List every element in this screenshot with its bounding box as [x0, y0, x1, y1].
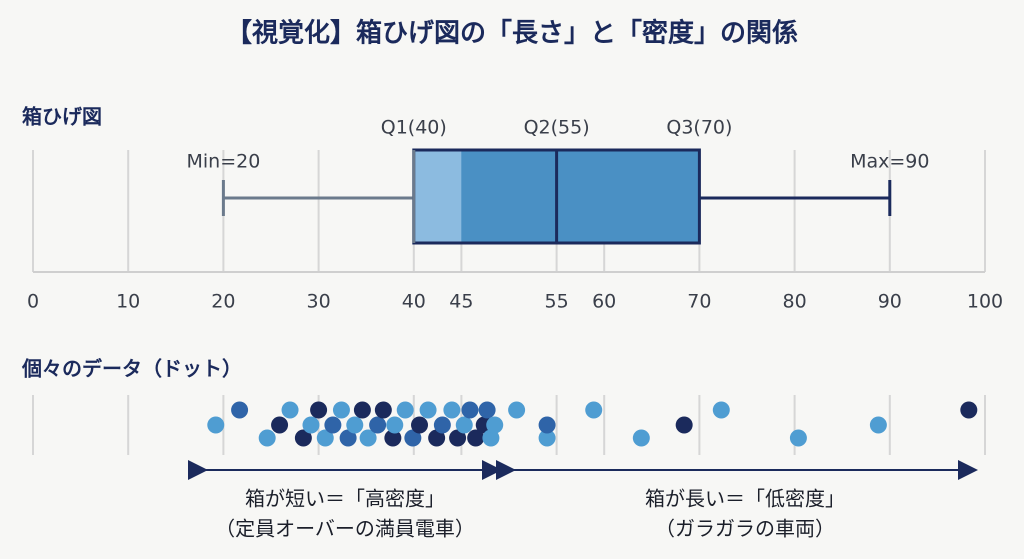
- x-tick-label: 20: [211, 291, 235, 313]
- dot: [384, 429, 402, 447]
- dot: [538, 416, 556, 434]
- dot: [461, 401, 479, 419]
- dot: [324, 416, 342, 434]
- annotation: （定員オーバーの満員電車）: [215, 517, 475, 541]
- dot: [869, 416, 887, 434]
- dot: [467, 429, 485, 447]
- x-tick-label: 45: [449, 291, 473, 313]
- stat-label: Q3(70): [666, 117, 732, 139]
- stat-label: Q2(55): [524, 117, 590, 139]
- dot: [207, 416, 225, 434]
- dot: [449, 429, 467, 447]
- dot: [231, 401, 249, 419]
- x-tick-label: 90: [878, 291, 902, 313]
- dot: [508, 401, 526, 419]
- x-tick-label: 30: [307, 291, 331, 313]
- dot: [585, 401, 603, 419]
- dot: [404, 429, 422, 447]
- dot: [346, 416, 364, 434]
- dot: [281, 401, 299, 419]
- dot: [310, 401, 328, 419]
- x-tick-label: 80: [783, 291, 807, 313]
- dot: [712, 401, 730, 419]
- dot: [419, 401, 437, 419]
- x-tick-label: 0: [27, 291, 39, 313]
- dot: [369, 416, 387, 434]
- dot: [455, 416, 473, 434]
- x-tick-label: 55: [545, 291, 569, 313]
- dot: [632, 429, 650, 447]
- dot: [271, 416, 289, 434]
- dot: [302, 416, 320, 434]
- dot: [433, 416, 451, 434]
- dot: [386, 416, 404, 434]
- dot: [374, 401, 392, 419]
- dot: [316, 429, 334, 447]
- x-tick-label: 10: [116, 291, 140, 313]
- dot: [339, 429, 357, 447]
- dot: [332, 401, 350, 419]
- x-tick-label: 60: [592, 291, 616, 313]
- stat-label: Max=90: [850, 151, 929, 173]
- dot: [294, 429, 312, 447]
- annotation: 箱が長い＝「低密度」: [645, 487, 845, 511]
- dot: [960, 401, 978, 419]
- x-tick-label: 100: [967, 291, 1003, 313]
- dot: [411, 416, 429, 434]
- dot: [258, 429, 276, 447]
- x-tick-label: 70: [687, 291, 711, 313]
- dot: [428, 429, 446, 447]
- dot: [396, 401, 414, 419]
- section-label: 個々のデータ（ドット）: [21, 357, 242, 381]
- x-tick-label: 40: [402, 291, 426, 313]
- box-dense-part: [415, 151, 462, 242]
- dot: [482, 429, 500, 447]
- annotation: 箱が短い＝「高密度」: [245, 487, 445, 511]
- dot: [538, 429, 556, 447]
- dot: [359, 429, 377, 447]
- dot: [486, 416, 504, 434]
- dot: [353, 401, 371, 419]
- dot: [443, 401, 461, 419]
- chart-title: 【視覚化】箱ひげ図の「長さ」と「密度」の関係: [226, 18, 798, 49]
- dot: [675, 416, 693, 434]
- dot: [478, 401, 496, 419]
- annotation: （ガラガラの車両）: [655, 517, 835, 541]
- dot: [789, 429, 807, 447]
- stat-label: Q1(40): [381, 117, 447, 139]
- section-label: 箱ひげ図: [22, 105, 102, 129]
- stat-label: Min=20: [186, 151, 260, 173]
